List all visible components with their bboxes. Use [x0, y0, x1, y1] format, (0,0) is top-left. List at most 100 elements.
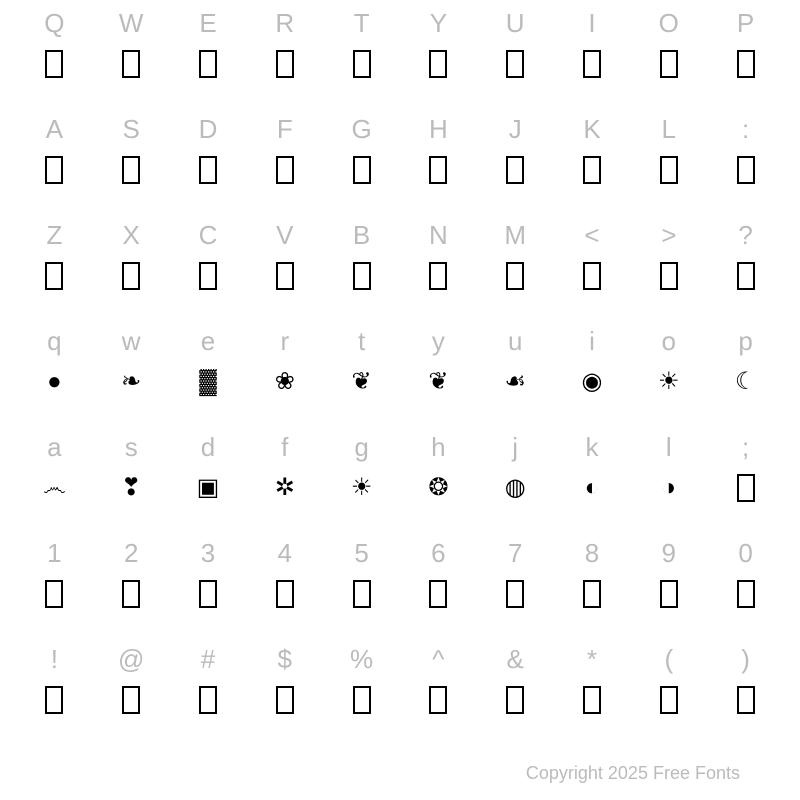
char-glyph: [429, 150, 447, 190]
char-label: 6: [431, 536, 445, 570]
charmap-cell: ;: [707, 430, 784, 518]
charmap-cell: d▣: [170, 430, 247, 518]
orn-yin-icon: ◐: [585, 476, 600, 500]
charmap-cell: 7: [477, 536, 554, 624]
char-label: Z: [46, 218, 62, 252]
missing-glyph-icon: [45, 50, 63, 78]
charmap-grid: QWERTYUIOPASDFGHJKL:ZXCVBNM<>?q●w❧e▓r❀t❦…: [16, 6, 784, 730]
charmap-cell: g☀: [323, 430, 400, 518]
missing-glyph-icon: [199, 262, 217, 290]
missing-glyph-icon: [583, 50, 601, 78]
charmap-cell: r❀: [246, 324, 323, 412]
char-glyph: [737, 44, 755, 84]
missing-glyph-icon: [199, 156, 217, 184]
charmap-cell: &: [477, 642, 554, 730]
char-glyph: ◉: [582, 362, 603, 402]
char-glyph: [506, 44, 524, 84]
char-label: t: [358, 324, 365, 358]
missing-glyph-icon: [199, 50, 217, 78]
char-glyph: ◑: [662, 468, 677, 508]
char-glyph: [353, 44, 371, 84]
missing-glyph-icon: [506, 156, 524, 184]
char-label: ): [741, 642, 750, 676]
char-label: !: [51, 642, 58, 676]
char-glyph: [199, 574, 217, 614]
char-glyph: ❀: [275, 362, 295, 402]
char-label: <: [584, 218, 599, 252]
char-label: A: [46, 112, 63, 146]
char-glyph: [199, 150, 217, 190]
char-label: a: [47, 430, 61, 464]
char-glyph: [583, 256, 601, 296]
char-label: ?: [738, 218, 752, 252]
char-glyph: ◐: [585, 468, 600, 508]
char-glyph: [737, 680, 755, 720]
missing-glyph-icon: [506, 686, 524, 714]
char-label: f: [281, 430, 288, 464]
charmap-cell: J: [477, 112, 554, 200]
char-glyph: [737, 150, 755, 190]
char-glyph: [737, 256, 755, 296]
charmap-cell: t❦: [323, 324, 400, 412]
orn-eye-icon: ◉: [582, 370, 603, 394]
missing-glyph-icon: [737, 262, 755, 290]
char-glyph: [122, 574, 140, 614]
char-glyph: [660, 44, 678, 84]
char-glyph: ❂: [428, 468, 448, 508]
missing-glyph-icon: [199, 580, 217, 608]
missing-glyph-icon: [429, 686, 447, 714]
charmap-cell: <: [554, 218, 631, 306]
charmap-cell: E: [170, 6, 247, 94]
charmap-cell: h❂: [400, 430, 477, 518]
missing-glyph-icon: [429, 50, 447, 78]
char-glyph: [122, 256, 140, 296]
charmap-cell: u☙: [477, 324, 554, 412]
char-label: *: [587, 642, 597, 676]
char-label: S: [123, 112, 140, 146]
char-glyph: [122, 44, 140, 84]
charmap-cell: #: [170, 642, 247, 730]
char-glyph: ❦: [352, 362, 372, 402]
missing-glyph-icon: [583, 156, 601, 184]
char-glyph: [583, 44, 601, 84]
missing-glyph-icon: [429, 262, 447, 290]
charmap-cell: y❦: [400, 324, 477, 412]
orn-damask-icon: ❣: [121, 476, 141, 500]
char-glyph: ❧: [121, 362, 141, 402]
charmap-cell: p☾: [707, 324, 784, 412]
charmap-cell: q●: [16, 324, 93, 412]
charmap-cell: %: [323, 642, 400, 730]
char-glyph: [429, 574, 447, 614]
char-label: F: [277, 112, 293, 146]
char-label: s: [125, 430, 138, 464]
missing-glyph-icon: [353, 262, 371, 290]
missing-glyph-icon: [122, 156, 140, 184]
orn-sphere-icon: ●: [47, 370, 62, 394]
char-glyph: ☾: [735, 362, 757, 402]
orn-wave-icon: ◑: [662, 476, 677, 500]
char-label: d: [201, 430, 215, 464]
orn-scroll2-icon: ❦: [428, 370, 448, 394]
char-label: w: [122, 324, 141, 358]
orn-block-icon: ▓: [199, 370, 217, 394]
char-glyph: ▓: [199, 362, 217, 402]
charmap-cell: D: [170, 112, 247, 200]
char-glyph: [353, 150, 371, 190]
char-glyph: [506, 150, 524, 190]
char-label: 3: [201, 536, 215, 570]
missing-glyph-icon: [353, 156, 371, 184]
char-label: R: [275, 6, 294, 40]
char-label: u: [508, 324, 522, 358]
char-glyph: [429, 44, 447, 84]
char-glyph: [276, 680, 294, 720]
charmap-cell: *: [554, 642, 631, 730]
char-label: T: [354, 6, 370, 40]
char-label: (: [664, 642, 673, 676]
char-label: $: [278, 642, 292, 676]
charmap-cell: 3: [170, 536, 247, 624]
charmap-cell: >: [630, 218, 707, 306]
charmap-cell: !: [16, 642, 93, 730]
charmap-cell: o☀: [630, 324, 707, 412]
charmap-cell: T: [323, 6, 400, 94]
char-glyph: [737, 468, 755, 508]
